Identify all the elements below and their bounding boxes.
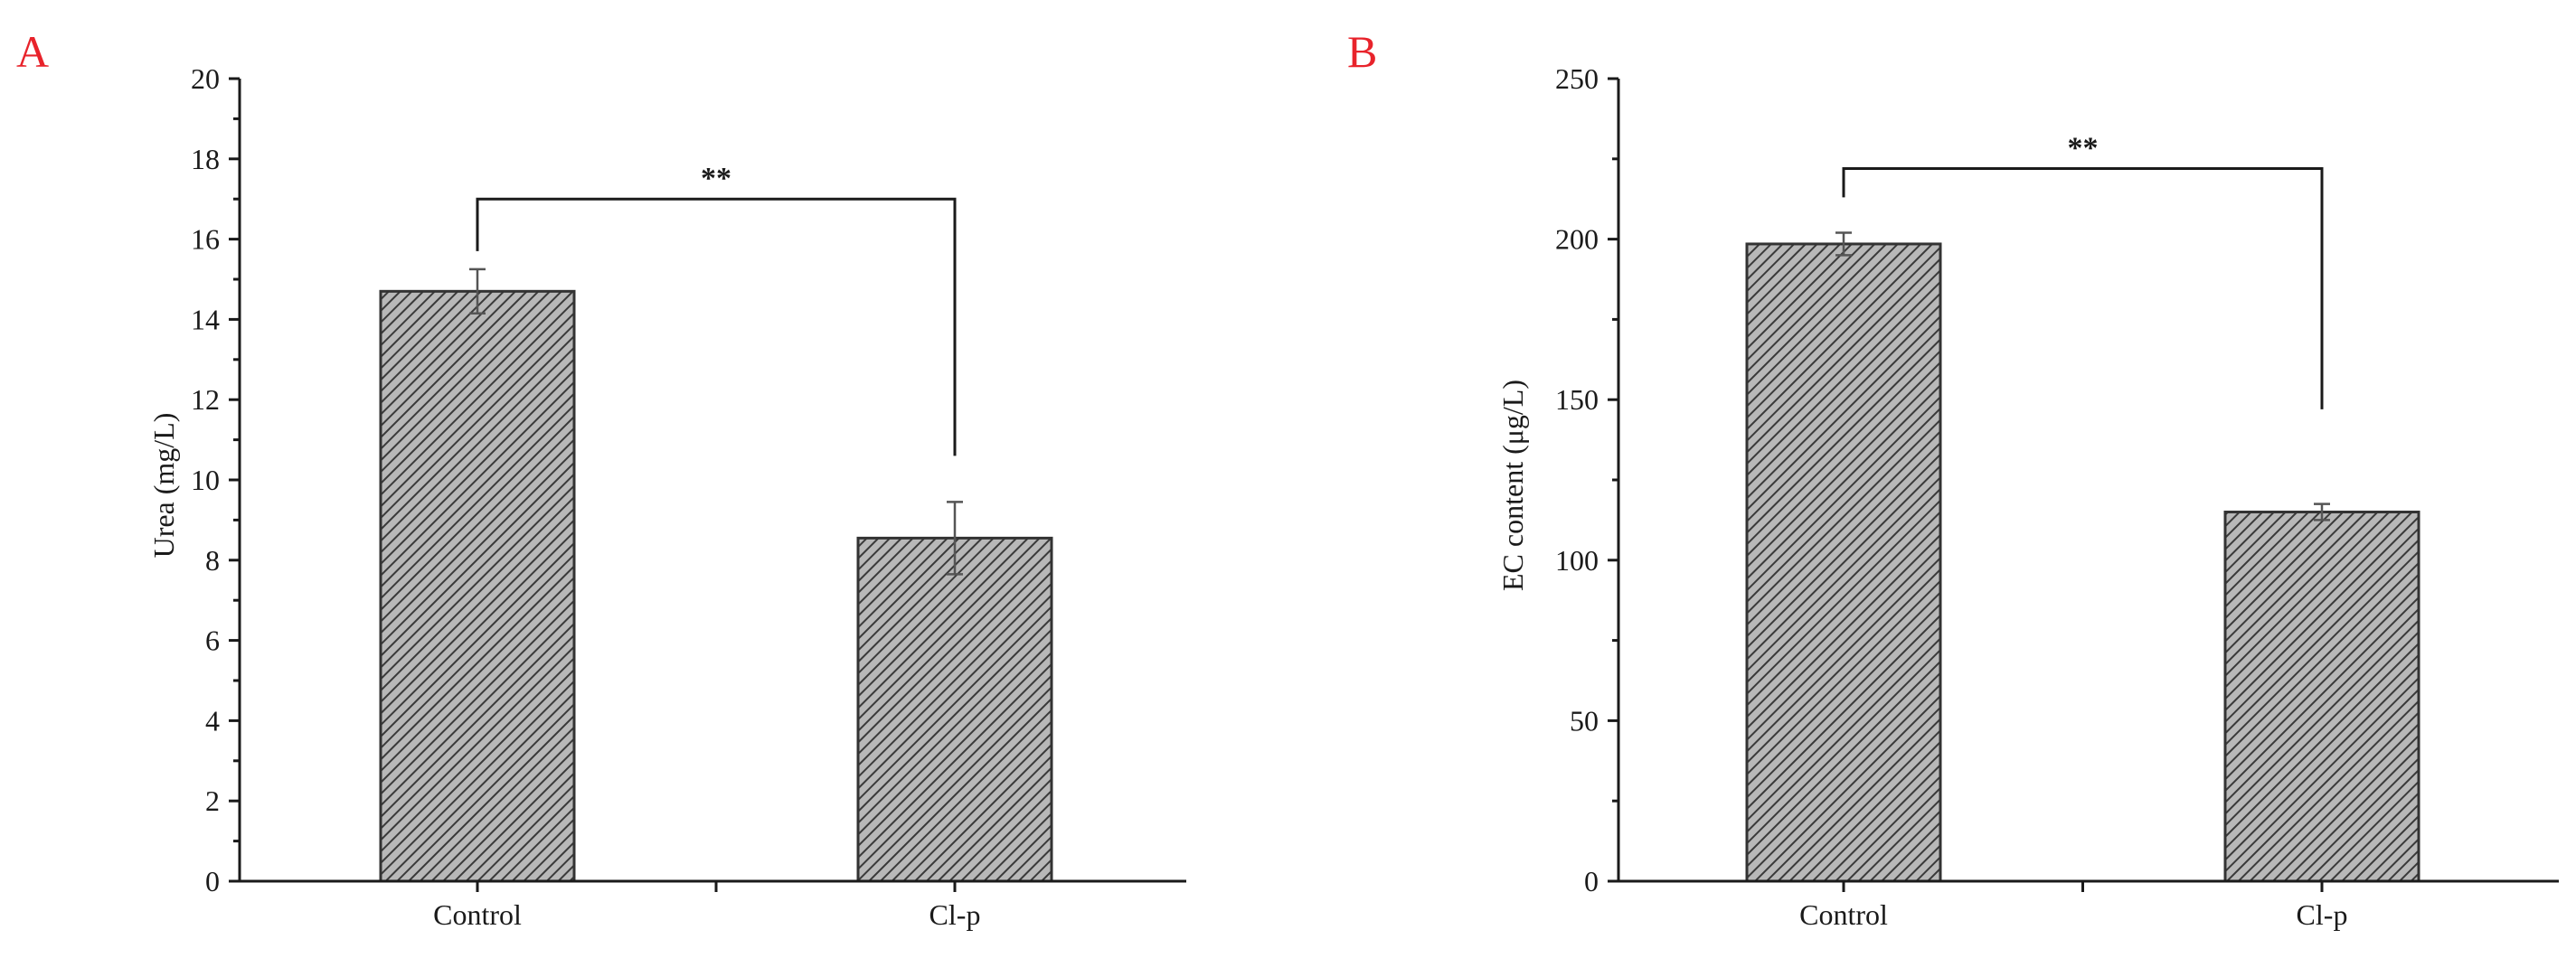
panel-a-x-tick-label-1: Cl-p — [929, 898, 981, 931]
panel-a-significance-label: ** — [701, 162, 731, 195]
panel-a-x-tick-label-0: Control — [433, 898, 522, 931]
panel-b-y-tick-label-2: 100 — [1555, 544, 1599, 577]
panel-a-y-tick-label-10: 20 — [191, 62, 220, 95]
panel-a: A Urea (mg/L) 0 2 4 6 8 10 12 14 16 18 20 Control Cl… — [16, 26, 1186, 931]
panel-b-error-bar-1 — [2314, 502, 2330, 521]
panel-a-y-axis-title: Urea (mg/L) — [147, 413, 180, 559]
panel-b-significance-label: ** — [2068, 131, 2099, 164]
panel-a-bar-0 — [379, 289, 576, 883]
panel-b-x-tick-label-0: Control — [1799, 898, 1888, 931]
panel-b-bar-0 — [1745, 242, 1942, 883]
panel-a-y-tick-label-4: 8 — [205, 544, 220, 577]
panel-b-y-tick-label-5: 250 — [1555, 62, 1599, 95]
panel-a-error-bar-0 — [469, 268, 486, 315]
panel-a-letter: A — [16, 26, 49, 77]
panel-a-y-tick-label-1: 2 — [205, 784, 220, 817]
panel-b-letter: B — [1347, 26, 1377, 77]
panel-a-y-tick-label-8: 16 — [191, 223, 220, 256]
panel-b-y-tick-label-4: 200 — [1555, 223, 1599, 256]
panel-a-y-tick-label-7: 14 — [191, 303, 220, 335]
panel-a-bar-1 — [856, 536, 1053, 883]
panel-b: B EC content (μg/L) 0 50 100 150 200 250 Contr… — [1347, 26, 2559, 931]
panel-a-y-tick-label-6: 12 — [191, 383, 220, 416]
panel-a-y-tick-label-0: 0 — [205, 865, 220, 897]
panel-a-y-tick-label-2: 4 — [205, 704, 220, 737]
panel-b-significance-bracket — [1842, 166, 2324, 409]
panel-b-y-axis-title: EC content (μg/L) — [1496, 380, 1529, 591]
panel-b-y-tick-label-1: 50 — [1570, 704, 1599, 737]
panel-a-error-bar-1 — [947, 501, 963, 576]
panel-b-y-tick-label-3: 150 — [1555, 383, 1599, 416]
panel-a-y-tick-label-9: 18 — [191, 143, 220, 175]
panel-b-y-tick-label-0: 0 — [1584, 865, 1599, 897]
panel-b-bar-1 — [2223, 511, 2420, 883]
panel-a-significance-bracket — [476, 197, 957, 456]
panel-a-y-tick-label-3: 6 — [205, 625, 220, 657]
panel-a-y-tick-label-5: 10 — [191, 464, 220, 496]
panel-b-x-tick-label-1: Cl-p — [2297, 898, 2348, 931]
panel-b-error-bar-0 — [1835, 231, 1852, 257]
